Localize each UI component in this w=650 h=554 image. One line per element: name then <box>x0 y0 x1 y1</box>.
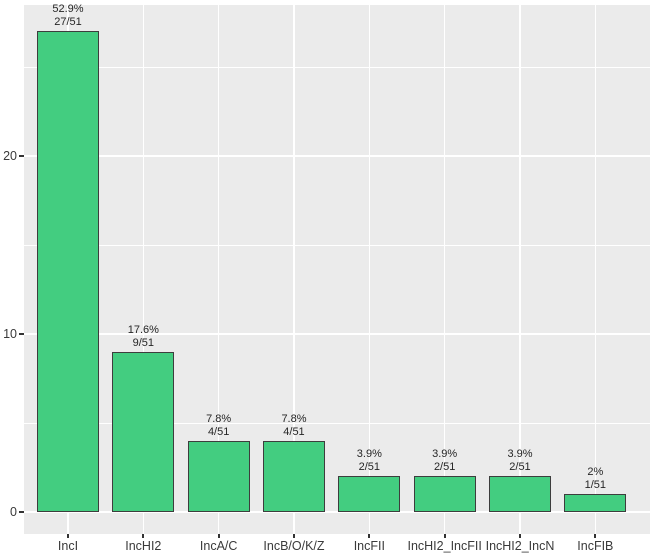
y-axis-label: 0 <box>10 505 17 519</box>
bar-fraction-label: 4/51 <box>207 425 230 438</box>
bar-percent-label: 3.9% <box>432 448 458 461</box>
x-axis-label: IncHI2_IncN <box>485 539 555 553</box>
gridline-major-y <box>24 155 650 157</box>
x-axis-tick <box>292 534 295 538</box>
x-axis-tick <box>443 534 446 538</box>
x-axis-tick <box>368 534 371 538</box>
gridline-major-x <box>519 5 521 534</box>
bar <box>338 476 401 512</box>
x-axis-tick <box>67 534 69 538</box>
bar-value-label: 3.9% 2/51 <box>400 448 490 474</box>
bar-value-label: 17.6% 9/51 <box>98 324 188 350</box>
y-axis-label: 20 <box>3 149 17 163</box>
bar-percent-label: 7.8% <box>206 412 232 425</box>
bar-percent-label: 3.9% <box>356 448 382 461</box>
bar-percent-label: 52.9% <box>52 3 84 16</box>
gridline-major-x <box>142 5 145 534</box>
gridline-major-x <box>368 5 371 534</box>
x-axis-label: IncHI2_IncFII <box>407 539 482 553</box>
gridline-major-y <box>24 511 650 513</box>
bar-fraction-label: 9/51 <box>132 336 155 349</box>
x-axis-label: IncB/O/K/Z <box>263 539 325 553</box>
bar-fraction-label: 1/51 <box>584 479 607 492</box>
bar-value-label: 3.9% 2/51 <box>324 448 414 474</box>
bar-value-label: 2% 1/51 <box>550 466 640 492</box>
bar <box>187 440 250 512</box>
bar-fraction-label: 27/51 <box>54 16 82 29</box>
bar-value-label: 7.8% 4/51 <box>249 413 339 439</box>
gridline-minor-y <box>24 245 650 246</box>
bar <box>112 351 175 512</box>
y-axis-label: 10 <box>3 327 17 341</box>
plot-panel <box>24 5 650 534</box>
x-axis-label: IncFIB <box>577 539 614 553</box>
gridline-major-x <box>217 5 220 534</box>
bar <box>37 31 99 512</box>
bar-fraction-label: 2/51 <box>358 461 381 474</box>
x-axis-tick <box>217 534 220 538</box>
y-axis-tick <box>19 333 24 335</box>
bar <box>564 494 627 512</box>
x-axis-label: IncFII <box>353 539 385 553</box>
gridline-minor-y <box>24 67 650 68</box>
bar-percent-label: 3.9% <box>507 448 533 461</box>
bar-value-label: 7.8% 4/51 <box>174 413 264 439</box>
bar <box>488 476 551 512</box>
bar-percent-label: 17.6% <box>127 323 159 336</box>
gridline-minor-y <box>24 423 650 424</box>
bar <box>413 476 476 512</box>
bar-fraction-label: 2/51 <box>433 461 456 474</box>
x-axis-tick <box>594 534 597 538</box>
bar <box>262 440 325 512</box>
bar-value-label: 52.9% 27/51 <box>23 3 113 29</box>
gridline-major-y <box>24 333 650 335</box>
gridline-major-x <box>594 5 597 534</box>
bar-value-label: 3.9% 2/51 <box>475 448 565 474</box>
x-axis-tick <box>142 534 145 538</box>
x-axis-tick <box>518 534 521 538</box>
y-axis-tick <box>19 511 24 513</box>
x-axis-label: IncI <box>57 539 79 553</box>
bar-percent-label: 7.8% <box>281 412 307 425</box>
gridline-major-x <box>443 5 446 534</box>
y-axis-tick <box>19 155 24 157</box>
bar-fraction-label: 2/51 <box>509 461 531 474</box>
x-axis-label: IncHI2 <box>125 539 162 553</box>
x-axis-label: IncA/C <box>199 539 238 553</box>
bar-fraction-label: 4/51 <box>283 425 305 438</box>
bar-percent-label: 2% <box>587 466 604 479</box>
gridline-major-x <box>293 5 295 534</box>
